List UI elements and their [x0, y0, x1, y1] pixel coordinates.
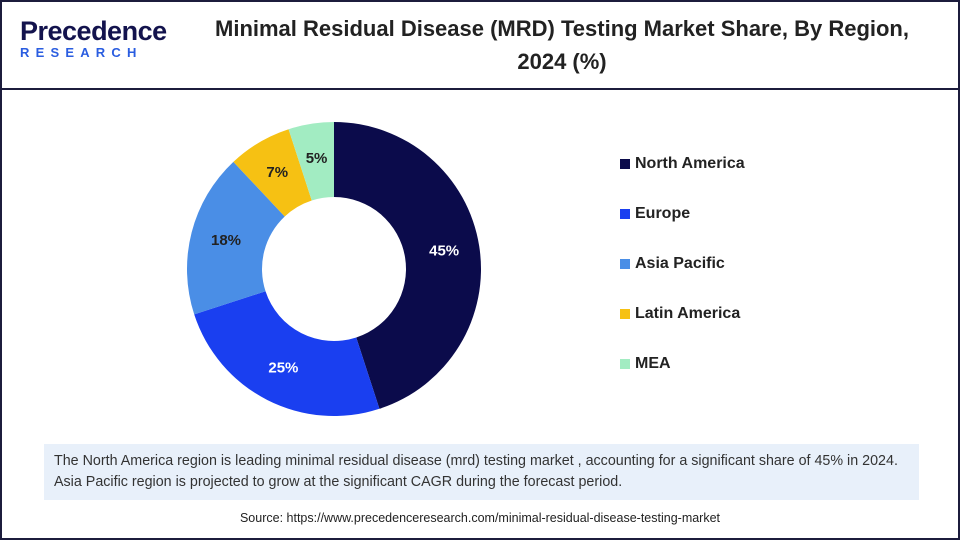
legend-label: MEA: [635, 355, 671, 372]
data-label: 5%: [306, 150, 328, 167]
legend-label: Europe: [635, 205, 690, 222]
source: Source: https://www.precedenceresearch.c…: [239, 511, 721, 525]
logo-tagline: RESEARCH: [20, 45, 143, 60]
divider: [2, 88, 958, 90]
legend-label: North America: [635, 155, 745, 172]
legend-swatch: [620, 309, 630, 319]
caption: The North America region is leading mini…: [44, 444, 919, 500]
legend-label: Latin America: [635, 305, 740, 322]
donut-slice: [194, 291, 380, 416]
chart: 45% 25% 18% 7% 5% North America Europe Asia Pac…: [186, 122, 745, 416]
logo-name: Precedence: [20, 16, 167, 46]
donut-slice: [288, 122, 334, 201]
legend-swatch: [620, 259, 630, 269]
data-label: 7%: [266, 164, 288, 181]
donut-slice: [233, 129, 312, 217]
legend-swatch: [620, 359, 630, 369]
logo: Precedence RESEARCH: [20, 16, 170, 60]
legend-label: Asia Pacific: [635, 255, 725, 272]
legend-swatch: [620, 159, 630, 169]
legend-swatch: [620, 209, 630, 219]
donut-slice: [186, 161, 285, 315]
data-label: 25%: [268, 359, 298, 376]
data-label: 18%: [211, 232, 241, 249]
donut-slice: [334, 122, 481, 409]
chart-title: Minimal Residual Disease (MRD) Testing M…: [215, 16, 909, 74]
data-label: 45%: [429, 243, 459, 260]
